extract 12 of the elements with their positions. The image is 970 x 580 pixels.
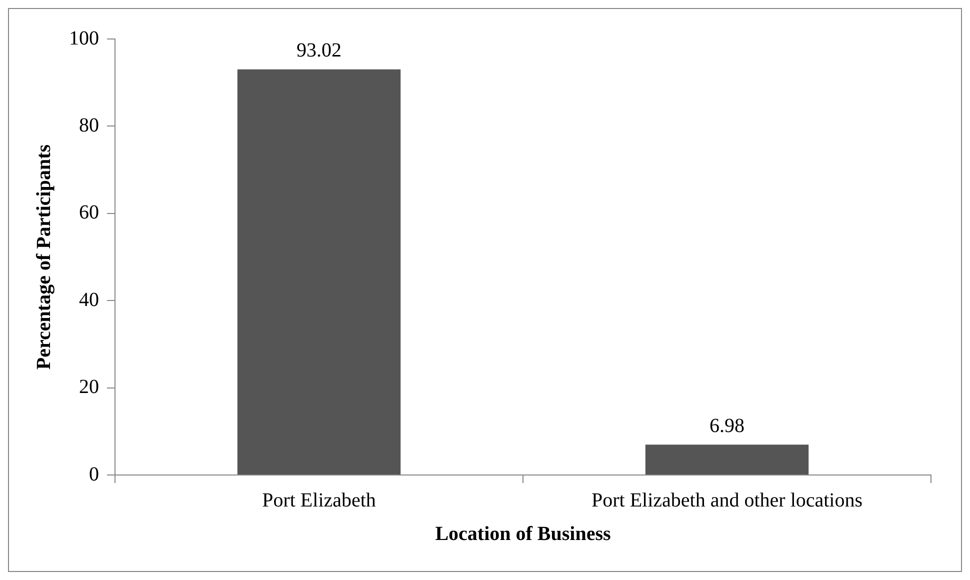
y-tick-label: 100 bbox=[69, 27, 99, 50]
x-tick-label: Port Elizabeth bbox=[262, 489, 376, 512]
data-label: 93.02 bbox=[296, 40, 342, 62]
y-tick-label: 40 bbox=[79, 288, 99, 311]
data-label: 6.98 bbox=[710, 414, 744, 437]
y-tick-label: 60 bbox=[79, 202, 99, 224]
x-tick-label: Port Elizabeth and other locations bbox=[591, 489, 863, 512]
y-tick-label: 20 bbox=[79, 376, 99, 398]
y-axis-title: Percentage of Participants bbox=[33, 144, 56, 370]
y-tick-label: 80 bbox=[79, 114, 99, 136]
x-axis-title: Location of Business bbox=[435, 523, 612, 546]
y-tick-label: 0 bbox=[89, 463, 99, 486]
